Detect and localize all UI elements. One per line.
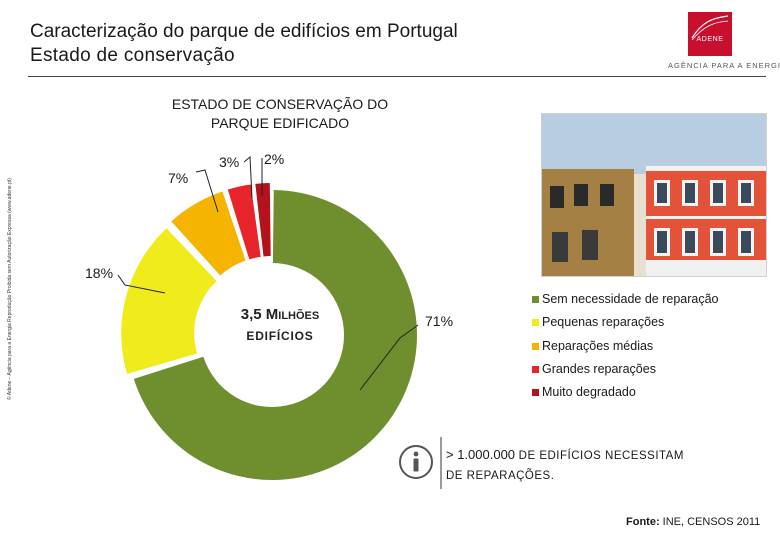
logo-mark-icon bbox=[691, 15, 729, 41]
label-3: 3% bbox=[219, 154, 240, 170]
label-2: 2% bbox=[264, 151, 285, 167]
callout-line1: DE EDIFÍCIOS NECESSITAM bbox=[518, 450, 684, 462]
adene-logo bbox=[688, 12, 732, 56]
leader-line-orange bbox=[195, 169, 219, 213]
donut-slice-orange bbox=[171, 191, 246, 276]
center-sub: EDIFÍCIOS bbox=[246, 329, 314, 343]
label-7: 7% bbox=[168, 170, 189, 186]
info-icon bbox=[399, 445, 433, 479]
center-main-tail: ILHÕES bbox=[278, 310, 320, 322]
building-photo bbox=[541, 113, 767, 277]
callout-text: > 1.000.000 DE EDIFÍCIOS NECESSITAM DE R… bbox=[446, 445, 736, 486]
chart-title: ESTADO DE CONSERVAÇÃO DO PARQUE EDIFICAD… bbox=[130, 95, 430, 133]
center-main-lead: 3,5 M bbox=[240, 306, 279, 323]
chart-title-line2: PARQUE EDIFICADO bbox=[210, 115, 350, 131]
page-header: Caracterização do parque de edifícios em… bbox=[30, 20, 458, 68]
chart-title-line1: ESTADO DE CONSERVAÇÃO DO bbox=[171, 96, 389, 112]
page-subtitle: Estado de conservação bbox=[30, 45, 235, 66]
callout-line2: DE REPARAÇÕES. bbox=[446, 470, 555, 482]
legend-label: Muito degradado bbox=[542, 385, 636, 400]
callout-panel bbox=[440, 437, 732, 489]
donut-slice-dark-red bbox=[255, 183, 271, 257]
buildings-illustration bbox=[542, 114, 766, 276]
donut-slice-yellow bbox=[121, 228, 217, 374]
logo-tagline: AGÊNCIA PARA A ENERGIA bbox=[668, 61, 780, 70]
donut-slice-red bbox=[227, 184, 261, 260]
donut-slice-green bbox=[133, 190, 418, 481]
page-title: Caracterização do parque de edifícios em… bbox=[30, 21, 458, 42]
label-18: 18% bbox=[85, 265, 114, 281]
header-divider bbox=[28, 76, 766, 77]
logo-word: ADENE bbox=[696, 36, 724, 43]
legend-label: Reparações médias bbox=[542, 338, 654, 353]
legend-label: Pequenas reparações bbox=[542, 315, 665, 330]
legend-swatch-dark-red bbox=[532, 389, 539, 397]
legend-swatch-red bbox=[532, 365, 539, 373]
source-text: INE, CENSOS 2011 bbox=[659, 516, 761, 528]
source-note: Fonte: INE, CENSOS 2011 bbox=[626, 516, 760, 528]
label-71: 71% bbox=[425, 313, 454, 329]
legend-swatch-green bbox=[532, 296, 539, 303]
donut-center-label: 3,5 MILHÕES EDIFÍCIOS bbox=[210, 306, 350, 343]
legend-swatch-yellow bbox=[532, 319, 539, 327]
leader-line-green bbox=[359, 324, 419, 391]
callout-prefix: > 1.000.000 bbox=[446, 447, 519, 462]
leader-line-yellow bbox=[117, 274, 166, 294]
source-label: Fonte: bbox=[626, 516, 660, 528]
legend-swatch-orange bbox=[532, 342, 539, 350]
legend-label: Grandes reparações bbox=[542, 361, 656, 376]
legend-label: Sem necessidade de reparação bbox=[542, 292, 719, 306]
leader-line-red bbox=[243, 155, 253, 199]
